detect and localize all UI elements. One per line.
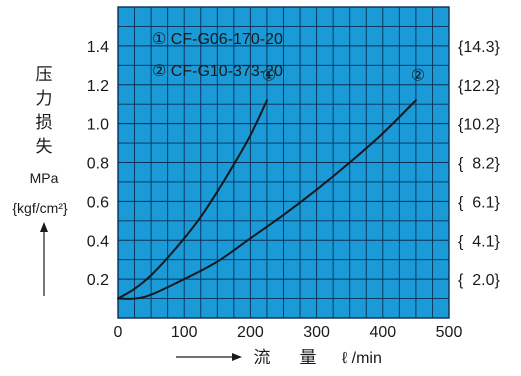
x-tick-label: 0	[114, 324, 123, 341]
legend-entry-1: ① CF-G06-170-20	[152, 31, 283, 48]
y-label-unit: MPa	[30, 170, 59, 186]
series-2-line	[117, 99, 417, 300]
y2-tick-label: {12.2}	[458, 78, 500, 95]
y-tick-label: 0.6	[87, 194, 109, 211]
grid	[118, 7, 449, 318]
x-tick-label: 400	[369, 324, 396, 341]
legend-entry-2: ② CF-G10-373-20	[152, 63, 283, 80]
y-tick-label: 0.8	[87, 156, 109, 173]
y-label-arrow-head	[40, 222, 48, 232]
series-1-line	[117, 99, 268, 300]
x-label-arrow-head	[232, 353, 242, 361]
x-tick-label: 100	[171, 324, 198, 341]
y-label-char-1: 压	[36, 65, 53, 85]
legend: ① CF-G06-170-20 ② CF-G10-373-20	[152, 31, 283, 80]
y2-tick-label: { 6.1}	[458, 194, 500, 211]
y-label-unit-alt: {kgf/cm²}	[12, 200, 68, 216]
x-tick-labels: 0 100 200 300 400 500	[114, 324, 463, 341]
y2-tick-label: { 2.0}	[458, 272, 500, 289]
y-tick-label: 1.4	[87, 39, 109, 56]
series-1-marker: ①	[262, 67, 276, 84]
y-tick-label: 1.2	[87, 78, 109, 95]
x-tick-label: 200	[237, 324, 264, 341]
y2-tick-label: { 8.2}	[458, 156, 500, 173]
y-tick-labels: 0.2 0.4 0.6 0.8 1.0 1.2 1.4	[87, 39, 109, 289]
x-label-char-2: 量	[300, 348, 317, 368]
x-label-char-1: 流	[254, 348, 271, 368]
y2-tick-label: {14.3}	[458, 39, 500, 56]
x-tick-label: 500	[436, 324, 463, 341]
y-label-char-3: 损	[36, 113, 53, 133]
y-label-char-2: 力	[36, 89, 53, 109]
y-axis-label: 压 力 损 失 MPa {kgf/cm²}	[12, 65, 68, 296]
y-tick-label: 0.4	[87, 233, 109, 250]
y2-tick-labels: { 2.0} { 4.1} { 6.1} { 8.2} {10.2} {12.2} {14.…	[458, 39, 500, 289]
y-label-char-4: 失	[36, 137, 53, 157]
y2-tick-label: { 4.1}	[458, 233, 500, 250]
series-2-marker: ②	[411, 67, 425, 84]
x-tick-label: 300	[303, 324, 330, 341]
x-axis-label: 流 量 ℓ /min	[176, 348, 382, 368]
plot-frame	[117, 6, 450, 319]
y-tick-label: 1.0	[87, 117, 109, 134]
y2-tick-label: {10.2}	[458, 117, 500, 134]
x-label-unit: ℓ /min	[342, 350, 382, 367]
y-tick-label: 0.2	[87, 272, 109, 289]
